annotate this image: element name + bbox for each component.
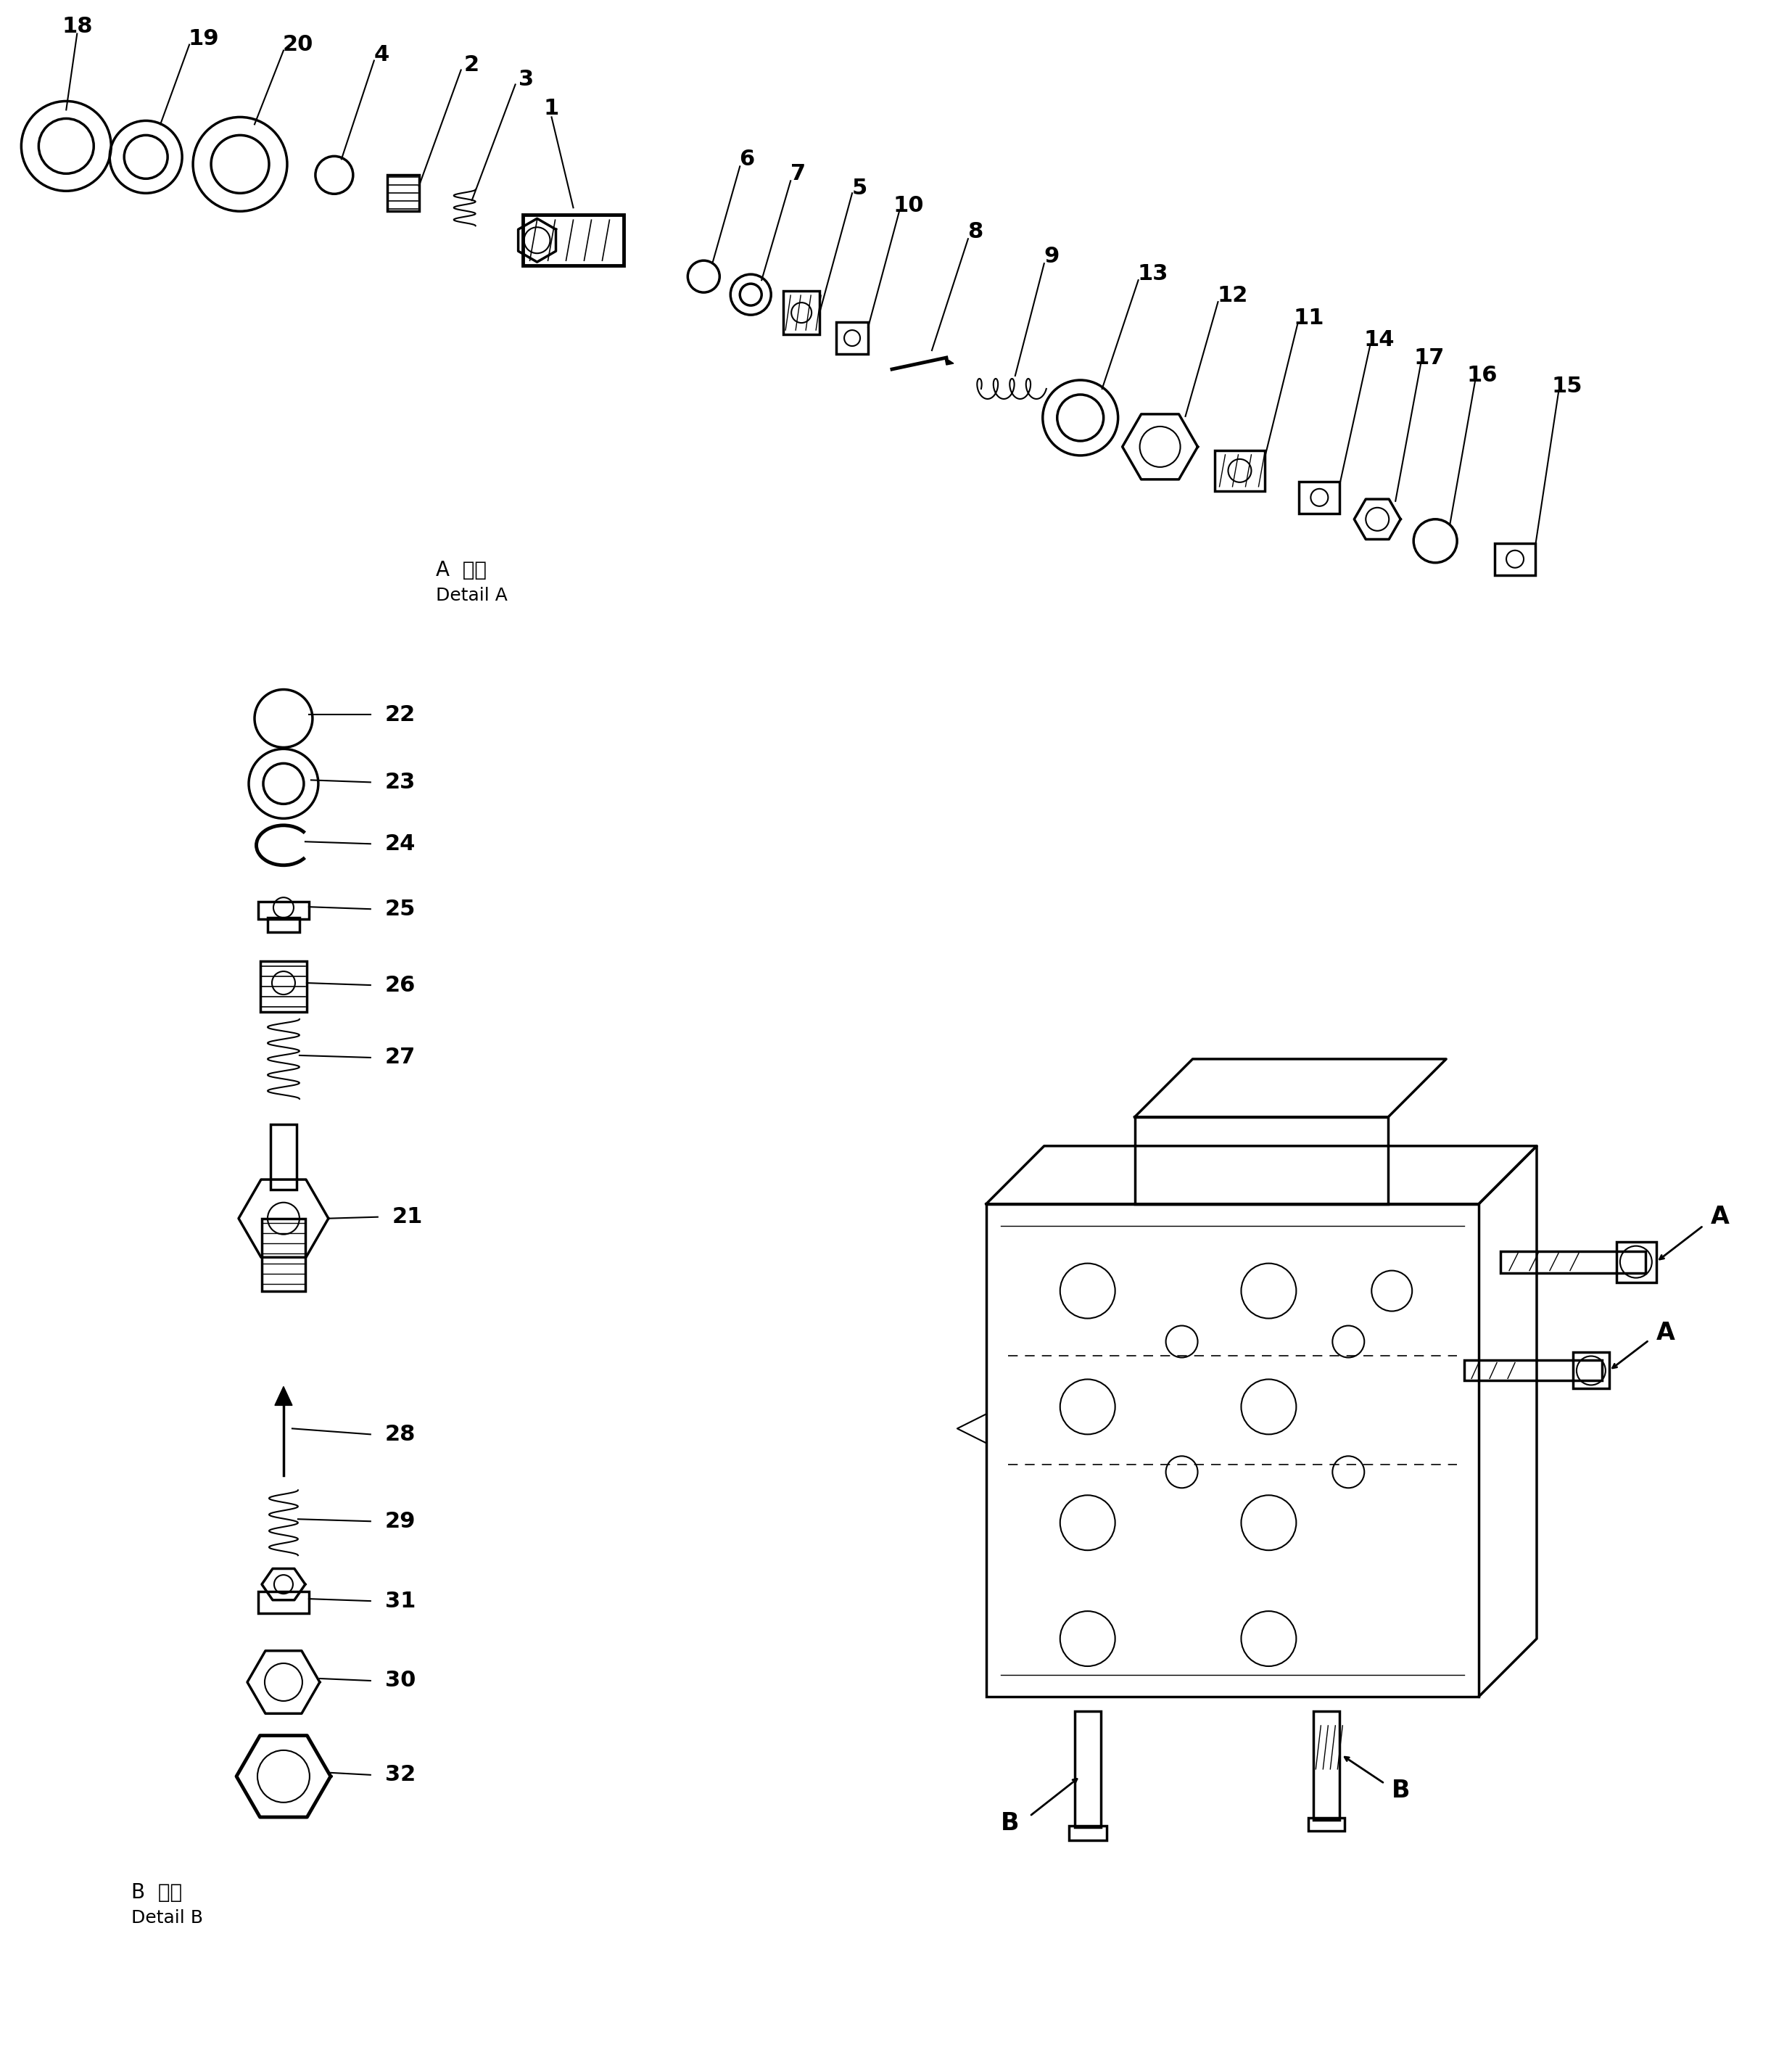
Bar	[258, 1591, 308, 1613]
Text: 14: 14	[1364, 329, 1394, 349]
Bar	[262, 1219, 305, 1291]
Polygon shape	[944, 358, 953, 366]
Bar	[260, 962, 306, 1011]
Bar	[267, 919, 299, 933]
Bar	[1215, 450, 1265, 491]
Text: 31: 31	[385, 1591, 416, 1611]
Text: 17: 17	[1414, 347, 1444, 368]
Bar	[986, 1204, 1478, 1697]
Text: 21: 21	[392, 1206, 423, 1227]
Text: 18: 18	[61, 16, 93, 37]
Bar	[1464, 1360, 1602, 1381]
Bar	[1308, 1817, 1344, 1831]
Bar	[1314, 1712, 1340, 1821]
Text: 8: 8	[968, 222, 984, 242]
Bar	[1500, 1251, 1645, 1272]
Text: 7: 7	[790, 162, 806, 185]
Text: B  詳細: B 詳細	[131, 1882, 183, 1903]
Text: 9: 9	[1043, 247, 1059, 267]
Polygon shape	[274, 1387, 292, 1406]
Text: 25: 25	[385, 898, 416, 919]
Text: 11: 11	[1294, 308, 1324, 329]
Text: B: B	[1000, 1810, 1020, 1835]
Bar	[387, 175, 419, 212]
Text: A  詳細: A 詳細	[435, 559, 486, 580]
Text: 32: 32	[385, 1765, 416, 1786]
Text: B: B	[1392, 1780, 1410, 1802]
Bar	[1616, 1241, 1656, 1282]
Text: 19: 19	[188, 29, 219, 49]
Text: 13: 13	[1138, 263, 1168, 284]
Bar	[837, 323, 867, 353]
Text: 27: 27	[385, 1048, 416, 1069]
Bar	[783, 292, 819, 335]
Text: A: A	[1656, 1321, 1676, 1344]
Bar	[1134, 1118, 1389, 1204]
Bar	[1068, 1825, 1106, 1839]
Text: 4: 4	[373, 45, 389, 66]
Text: 1: 1	[543, 99, 559, 119]
Text: A: A	[1711, 1204, 1729, 1229]
Text: 26: 26	[385, 974, 416, 995]
Text: Detail A: Detail A	[435, 586, 507, 604]
Bar	[523, 216, 624, 265]
Bar	[1299, 481, 1340, 514]
Text: 16: 16	[1468, 364, 1498, 386]
Text: 5: 5	[851, 177, 867, 199]
Text: Detail B: Detail B	[131, 1909, 202, 1926]
Text: 29: 29	[385, 1510, 416, 1531]
Text: 12: 12	[1217, 286, 1247, 306]
Text: 10: 10	[892, 195, 925, 216]
Bar	[258, 902, 308, 919]
Bar	[1075, 1712, 1100, 1827]
Text: 3: 3	[518, 70, 534, 90]
Bar	[271, 1124, 296, 1190]
Text: 20: 20	[283, 35, 314, 55]
Text: 6: 6	[740, 148, 754, 171]
Text: 30: 30	[385, 1671, 416, 1691]
Text: 15: 15	[1552, 376, 1582, 397]
Text: 22: 22	[385, 705, 416, 725]
Bar	[1495, 543, 1536, 575]
Text: 24: 24	[385, 834, 416, 855]
Bar	[1573, 1352, 1609, 1389]
Text: 23: 23	[385, 773, 416, 793]
Text: 2: 2	[464, 53, 480, 76]
Text: 28: 28	[385, 1424, 416, 1445]
